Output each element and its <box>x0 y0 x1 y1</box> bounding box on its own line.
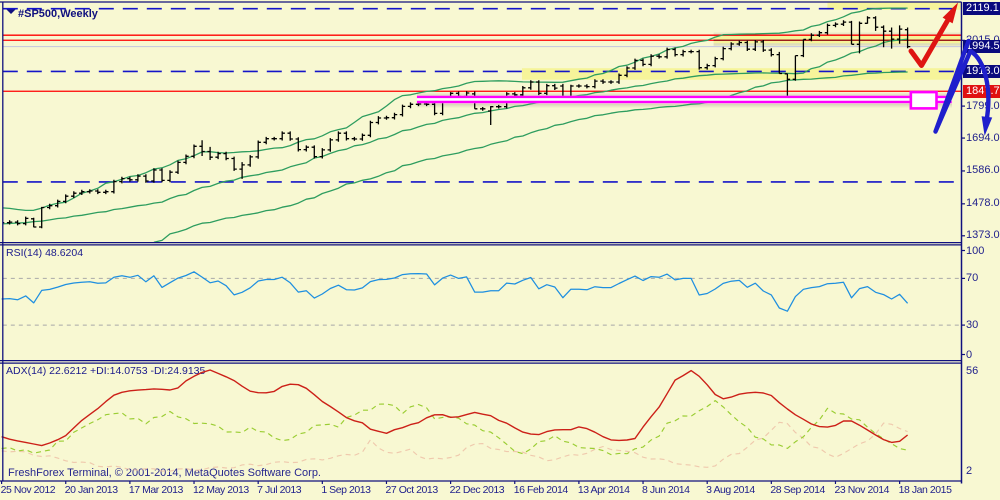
date-label: 27 Oct 2013 <box>385 484 438 496</box>
red-arrow <box>908 13 953 68</box>
band-upper <box>2 7 908 212</box>
rsi-line <box>1 271 909 312</box>
price-marker-1913.0: 1913.0 <box>963 64 1000 78</box>
adx-indicator-label: ADX(14) 22.6212 +DI:14.0753 -DI:24.9135 <box>6 365 206 377</box>
zone-shadow <box>713 31 962 36</box>
adx-line <box>1 369 909 447</box>
date-label: 20 Jan 2013 <box>64 484 118 496</box>
date-label: 18 Jan 2015 <box>898 484 952 496</box>
adx-scale-label: 2 <box>966 464 973 477</box>
rsi-scale-label: 70 <box>966 272 979 285</box>
white-order-box <box>909 90 938 110</box>
date-label: 8 Jun 2014 <box>642 484 690 496</box>
zone-shadow <box>417 92 952 97</box>
rsi-indicator-label: RSI(14) 48.6204 <box>6 247 84 259</box>
band-middle <box>2 38 908 225</box>
zone-shadow <box>417 103 952 109</box>
red-arrow-head <box>942 2 959 24</box>
date-label: 23 Nov 2014 <box>834 484 890 496</box>
rsi-scale-label: 30 <box>966 319 979 332</box>
date-label: 1 Sep 2013 <box>321 484 371 496</box>
date-label: 16 Feb 2014 <box>513 484 568 496</box>
rsi-scale-label: 100 <box>966 244 985 257</box>
rsi-scale-label: 0 <box>966 348 973 361</box>
date-label: 22 Dec 2013 <box>449 484 505 496</box>
date-label: 7 Jul 2013 <box>257 484 302 496</box>
price-marker-2119.1: 2119.1 <box>963 2 1000 16</box>
price-scale-label: 1799.0 <box>966 99 1000 112</box>
zone-shadow <box>713 43 962 48</box>
price-scale-label: 1478.0 <box>966 197 1000 210</box>
date-label: 28 Sep 2014 <box>770 484 825 496</box>
date-label: 17 Mar 2013 <box>128 484 183 496</box>
price-bars <box>2 16 911 229</box>
dropdown-triangle-icon[interactable] <box>6 9 16 14</box>
price-scale-label: 1586.0 <box>966 164 1000 177</box>
plus-di-line <box>1 400 908 456</box>
yellow-zone <box>827 1 962 10</box>
chart-symbol-title: #SP500,Weekly <box>18 8 98 20</box>
band-lower <box>153 71 908 243</box>
price-scale-label: 1694.0 <box>966 131 1000 144</box>
yellow-zone <box>713 35 962 44</box>
price-marker-1994.5: 1994.5 <box>963 40 1000 54</box>
copyright-text: FreshForex Terminal, © 2001-2014, MetaQu… <box>8 467 321 479</box>
yellow-zone <box>521 68 962 80</box>
price-marker-1847.7: 1847.7 <box>963 84 1000 98</box>
date-label: 25 Nov 2012 <box>0 484 56 496</box>
date-label: 3 Aug 2014 <box>706 484 755 496</box>
date-label: 13 Apr 2014 <box>577 484 630 496</box>
price-scale-label: 1373.0 <box>966 229 1000 242</box>
magenta-band-fill <box>416 95 952 104</box>
minus-di-line <box>1 421 908 472</box>
date-label: 12 May 2013 <box>193 484 249 496</box>
adx-scale-label: 56 <box>966 365 979 377</box>
